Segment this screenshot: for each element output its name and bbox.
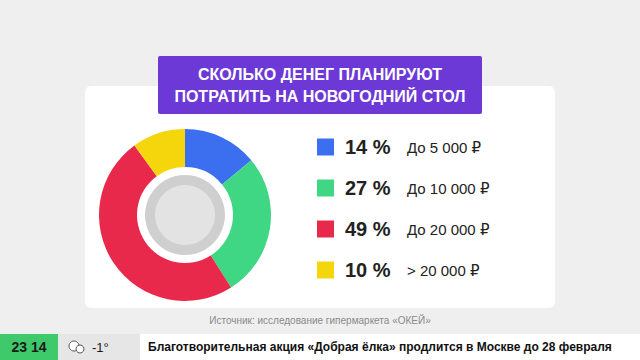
svg-text:49 %: 49 % — [345, 218, 391, 240]
svg-text:Благотворительная акция «Добра: Благотворительная акция «Добрая ёлка» пр… — [148, 340, 612, 354]
svg-text:Источник: исследование гиперма: Источник: исследование гипермаркета «ОКЕ… — [209, 314, 431, 326]
svg-text:10 %: 10 % — [345, 259, 391, 281]
svg-text:> 20 000 ₽: > 20 000 ₽ — [407, 262, 480, 279]
svg-text:СКОЛЬКО ДЕНЕГ ПЛАНИРУЮТ: СКОЛЬКО ДЕНЕГ ПЛАНИРУЮТ — [198, 66, 442, 83]
svg-text:ПОТРАТИТЬ НА НОВОГОДНИЙ СТОЛ: ПОТРАТИТЬ НА НОВОГОДНИЙ СТОЛ — [174, 87, 465, 105]
svg-text:14 %: 14 % — [345, 136, 391, 158]
svg-text:-1°: -1° — [92, 340, 109, 355]
svg-text:27 %: 27 % — [345, 177, 391, 199]
svg-text:До 5 000 ₽: До 5 000 ₽ — [407, 139, 482, 156]
svg-text:До 10 000 ₽: До 10 000 ₽ — [407, 180, 490, 197]
svg-text:23 14: 23 14 — [11, 339, 46, 355]
svg-text:До 20 000 ₽: До 20 000 ₽ — [407, 221, 490, 238]
